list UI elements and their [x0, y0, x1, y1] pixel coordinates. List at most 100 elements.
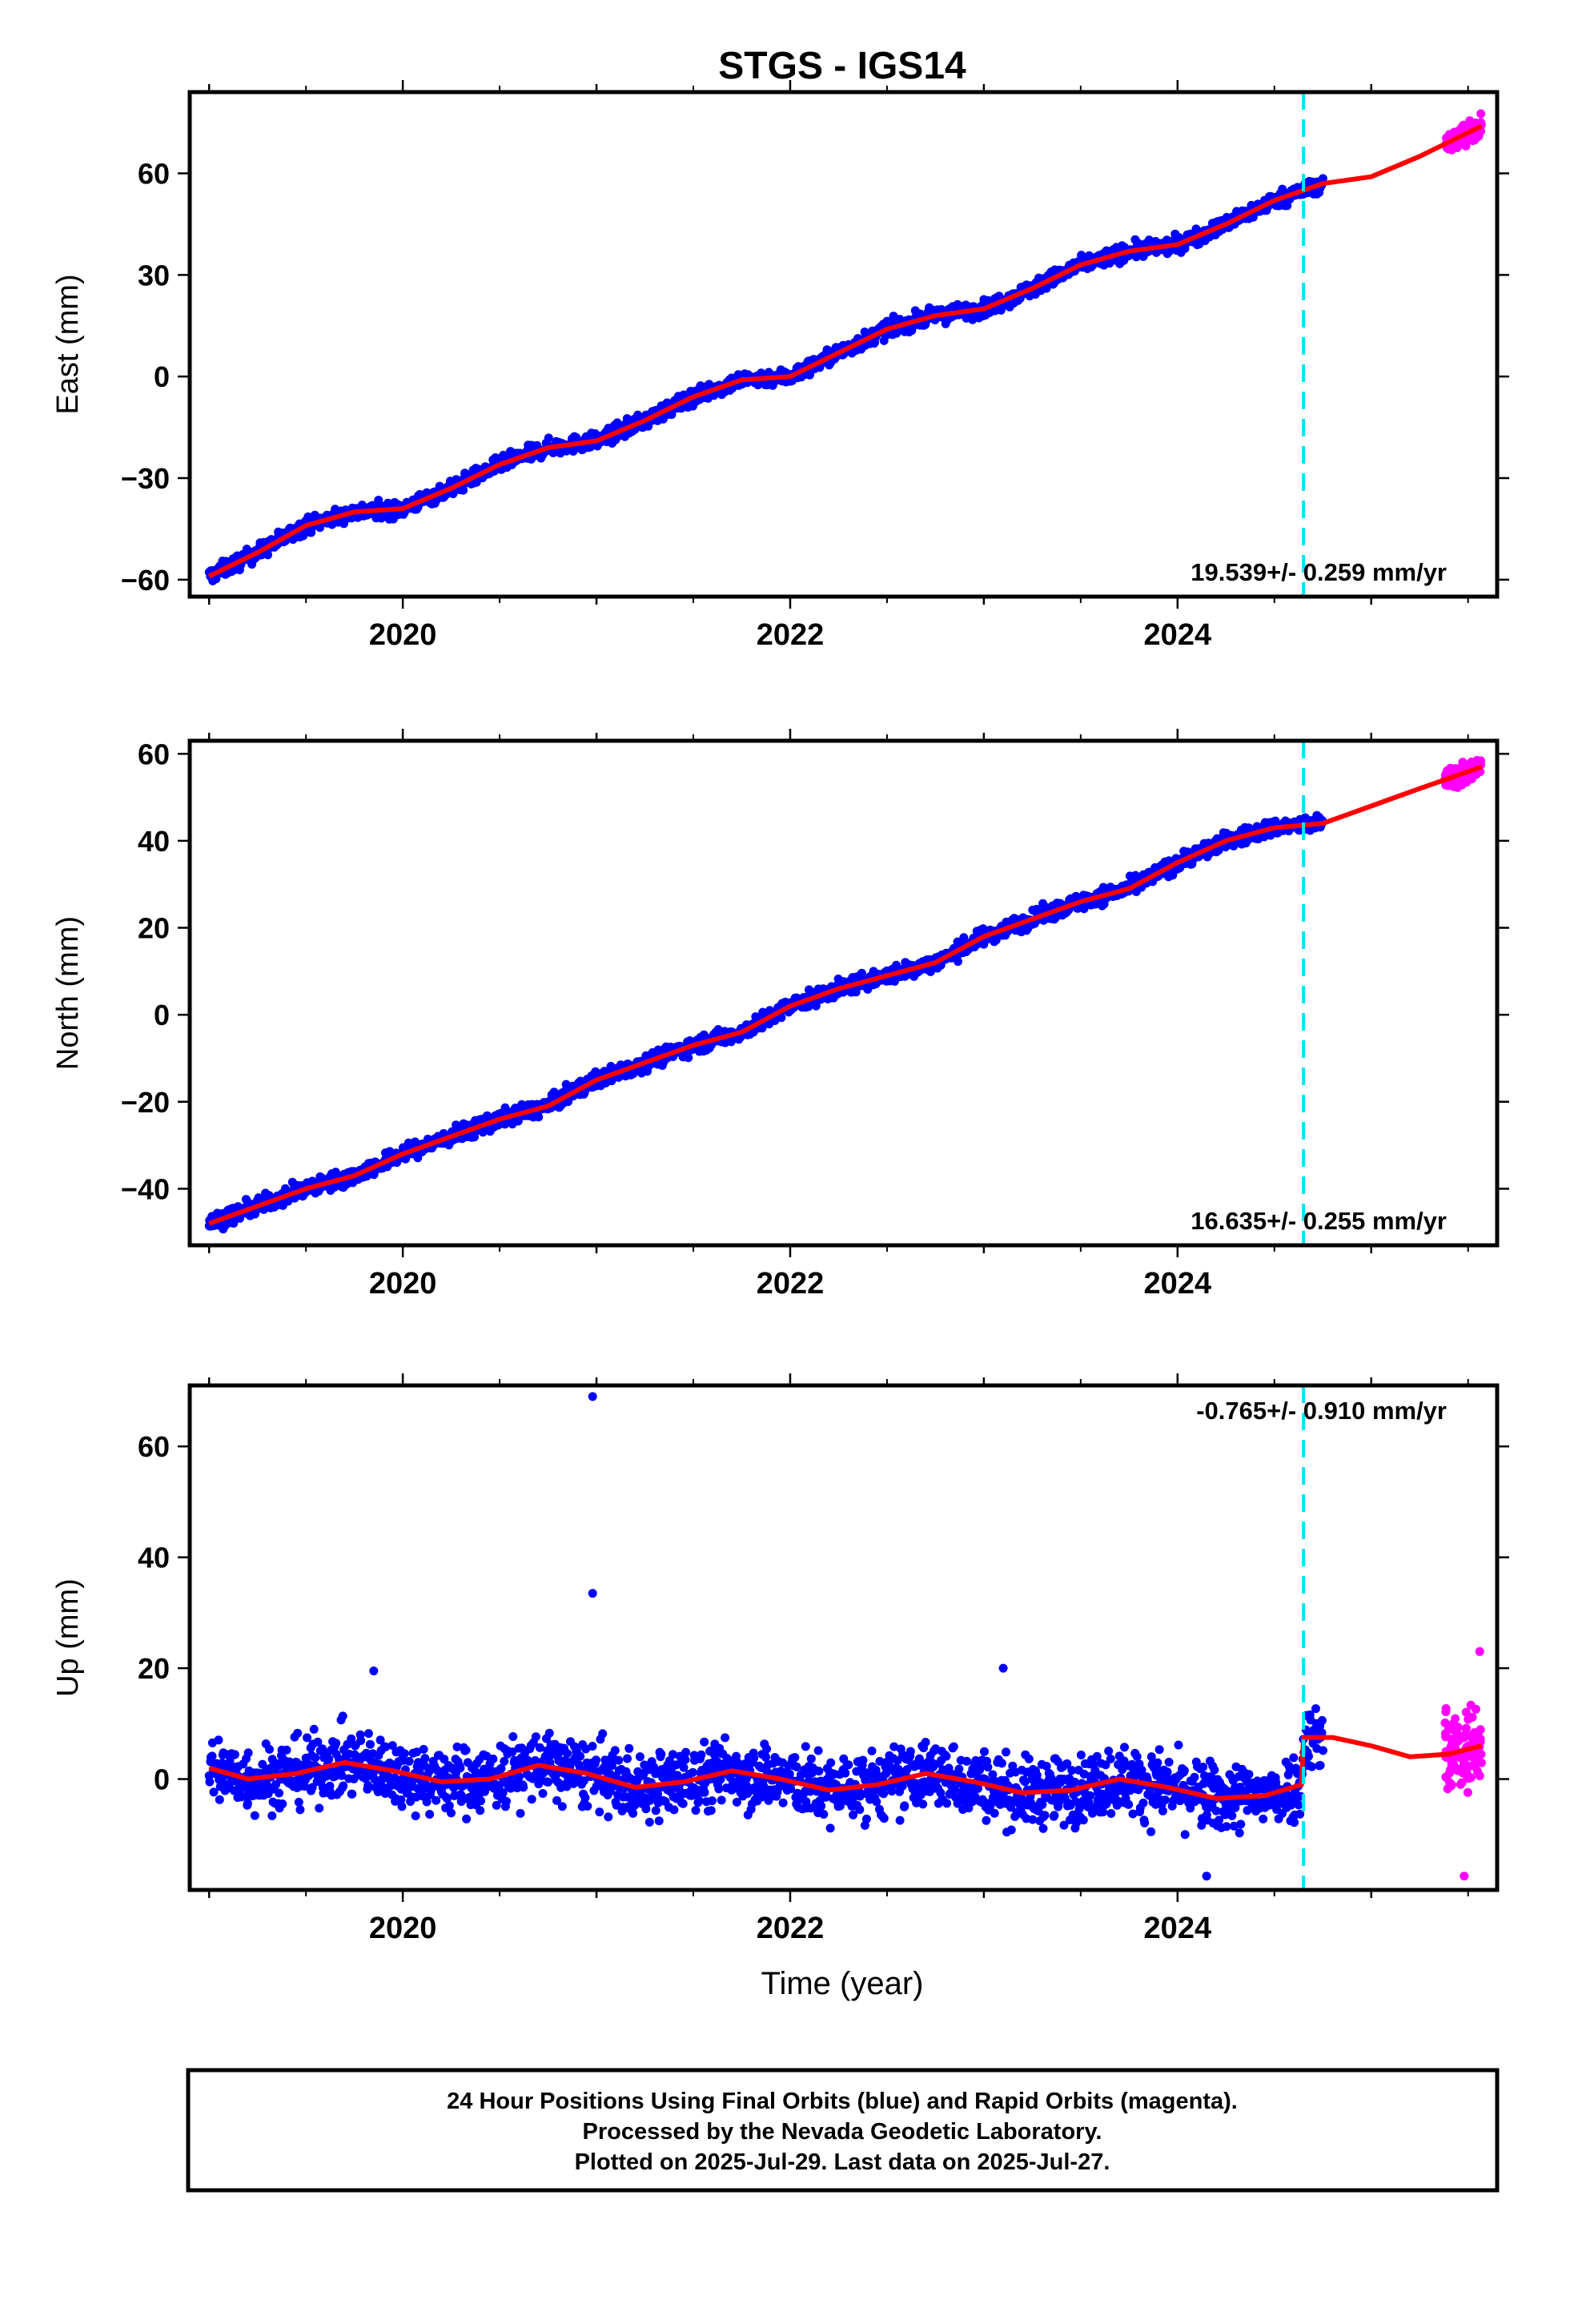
final-point: [207, 1751, 217, 1761]
y-tick-label: 40: [138, 825, 170, 858]
y-tick-label: −60: [121, 564, 170, 597]
final-point: [282, 1745, 291, 1755]
final-point: [322, 1771, 331, 1781]
final-point: [412, 1792, 421, 1802]
model-curve: [207, 123, 1483, 579]
final-point: [313, 1737, 323, 1747]
final-point: [215, 1795, 224, 1804]
final-point: [411, 1811, 420, 1820]
final-point: [1318, 174, 1327, 183]
final-point: [225, 1757, 235, 1767]
final-point: [492, 1800, 501, 1810]
final-point: [338, 1711, 347, 1721]
final-point: [959, 933, 969, 943]
final-point: [515, 1771, 524, 1781]
final-point: [531, 1732, 540, 1742]
final-point: [347, 1789, 357, 1799]
final-point: [579, 1776, 588, 1786]
final-point: [527, 1795, 536, 1804]
final-point: [275, 1788, 283, 1798]
y-tick-label: −40: [121, 1172, 170, 1205]
final-point: [667, 410, 677, 420]
final-point: [644, 1817, 654, 1827]
final-point: [500, 1756, 509, 1766]
figure-title: STGS - IGS14: [718, 45, 966, 87]
x-tick-label: 2022: [757, 618, 825, 652]
y-tick-label: 30: [138, 259, 170, 292]
final-point: [303, 1733, 311, 1743]
final-point: [243, 1748, 253, 1758]
rapid-point: [1476, 109, 1486, 119]
final-point: [397, 1802, 407, 1811]
y-tick-label: 60: [138, 738, 170, 770]
final-point: [285, 1757, 295, 1767]
x-tick-label: 2020: [369, 1267, 437, 1301]
y-tick-label: 60: [138, 1430, 170, 1463]
final-point: [295, 1805, 305, 1815]
final-point: [363, 1781, 373, 1790]
final-point: [488, 1754, 498, 1763]
final-point: [538, 1789, 548, 1798]
final-point: [595, 1807, 604, 1817]
rapid-point: [1461, 774, 1471, 783]
final-point: [476, 1806, 485, 1815]
x-tick-label: 2022: [757, 1912, 825, 1945]
final-point: [630, 1800, 640, 1810]
final-point: [669, 1750, 677, 1759]
final-point: [544, 1777, 553, 1787]
y-axis-label: East (mm): [51, 274, 85, 414]
final-point: [471, 1767, 480, 1776]
x-tick-label: 2024: [1144, 618, 1212, 652]
final-point: [425, 1810, 435, 1819]
final-point: [309, 1724, 319, 1734]
final-point: [381, 1742, 391, 1751]
final-point: [311, 1753, 320, 1763]
final-point: [447, 1808, 456, 1818]
final-point: [422, 1797, 432, 1807]
rate-label: 19.539+/- 0.259 mm/yr: [1191, 558, 1447, 586]
final-point: [331, 1739, 341, 1748]
final-point: [265, 1744, 274, 1754]
final-point: [459, 485, 468, 495]
final-point: [498, 1788, 508, 1798]
final-point: [307, 1783, 317, 1792]
final-point: [572, 432, 581, 442]
final-point: [623, 1754, 632, 1763]
final-point: [607, 1761, 616, 1771]
final-point: [444, 1801, 454, 1811]
final-point: [563, 1749, 572, 1758]
final-point: [456, 1763, 465, 1773]
final-point: [610, 1746, 620, 1755]
y-tick-label: 20: [138, 1652, 170, 1685]
final-point: [635, 1752, 644, 1762]
final-point: [476, 1796, 485, 1806]
final-point: [267, 1811, 277, 1820]
final-point: [681, 1747, 691, 1757]
final-point: [654, 1816, 664, 1826]
final-point: [598, 1729, 608, 1739]
final-point: [347, 1734, 356, 1743]
final-point: [432, 1795, 441, 1805]
final-point: [508, 1732, 518, 1741]
final-point: [678, 1799, 688, 1808]
final-point: [230, 1750, 239, 1759]
y-tick-label: 40: [138, 1542, 170, 1574]
final-point: [588, 1742, 597, 1751]
final-point: [356, 1736, 366, 1745]
y-tick-label: 0: [154, 999, 170, 1031]
final-point: [516, 1808, 525, 1818]
final-point: [604, 1812, 613, 1822]
x-tick-label: 2024: [1144, 1912, 1212, 1945]
final-point: [387, 1741, 397, 1751]
final-point: [557, 1802, 567, 1811]
final-point: [480, 1787, 489, 1796]
final-point: [544, 1728, 554, 1738]
final-point: [508, 1747, 517, 1757]
y-axis-label: Up (mm): [51, 1578, 85, 1697]
final-point: [214, 1735, 223, 1745]
final-point: [576, 1751, 585, 1761]
